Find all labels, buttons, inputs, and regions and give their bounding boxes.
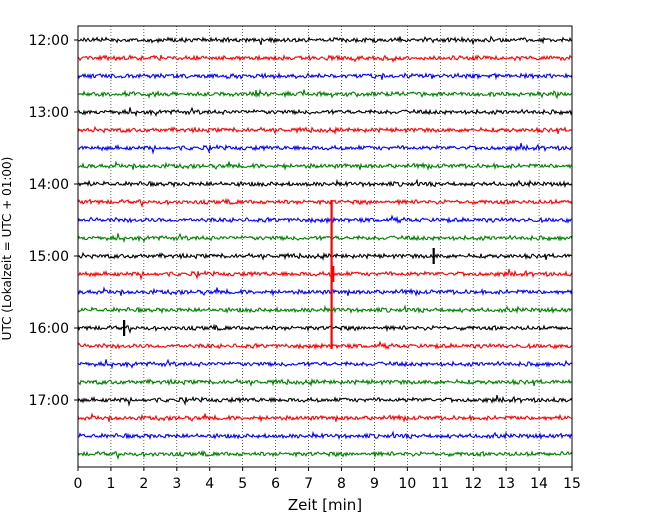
trace-1630 bbox=[77, 358, 573, 370]
x-tick-label: 13 bbox=[497, 476, 515, 492]
trace-1715 bbox=[77, 412, 573, 423]
trace-1200 bbox=[77, 35, 573, 45]
x-tick-label: 14 bbox=[530, 476, 548, 492]
x-tick-label: 1 bbox=[106, 476, 115, 492]
trace-1415 bbox=[77, 197, 573, 208]
plot-frame bbox=[77, 25, 573, 468]
trace-lines bbox=[77, 35, 573, 460]
trace-1615 bbox=[77, 340, 573, 351]
x-tick-label: 6 bbox=[271, 476, 280, 492]
x-tick-label: 5 bbox=[238, 476, 247, 492]
trace-1700 bbox=[77, 394, 573, 407]
y-tick-label: 14:00 bbox=[29, 177, 69, 193]
trace-1445 bbox=[77, 232, 573, 244]
trace-1430 bbox=[77, 214, 573, 225]
y-tick-label: 13:00 bbox=[29, 105, 69, 121]
y-tick-label: 16:00 bbox=[29, 321, 69, 337]
trace-1400 bbox=[77, 178, 573, 189]
event-markers bbox=[123, 200, 435, 349]
x-tick-label: 0 bbox=[74, 476, 83, 492]
y-axis-ticks: 12:00 13:00 14:00 15:00 16:00 17:00 bbox=[29, 33, 78, 409]
trace-1245 bbox=[77, 88, 573, 100]
trace-1645 bbox=[77, 377, 573, 388]
trace-1315 bbox=[77, 125, 573, 136]
x-axis-ticks: 0 1 2 3 4 5 6 7 8 9 10 11 12 13 14 15 bbox=[74, 467, 581, 492]
trace-1345 bbox=[77, 160, 573, 171]
x-tick-label: 15 bbox=[563, 476, 581, 492]
trace-1215 bbox=[77, 54, 573, 63]
x-tick-label: 7 bbox=[304, 476, 313, 492]
trace-1300 bbox=[77, 106, 573, 118]
x-tick-label: 8 bbox=[337, 476, 346, 492]
x-tick-label: 11 bbox=[431, 476, 449, 492]
trace-1545 bbox=[77, 304, 573, 315]
x-tick-label: 3 bbox=[172, 476, 181, 492]
y-axis-label: UTC (Lokalzeit = UTC + 01:00) bbox=[0, 157, 14, 341]
trace-1600 bbox=[77, 323, 573, 334]
x-tick-label: 4 bbox=[205, 476, 214, 492]
trace-1530 bbox=[77, 286, 573, 297]
y-tick-label: 15:00 bbox=[29, 249, 69, 265]
trace-1330 bbox=[77, 142, 573, 155]
y-tick-label: 17:00 bbox=[29, 393, 69, 409]
trace-1515 bbox=[77, 268, 573, 281]
trace-1730 bbox=[77, 430, 573, 441]
x-tick-label: 12 bbox=[464, 476, 482, 492]
x-axis-label: Zeit [min] bbox=[288, 496, 362, 514]
trace-1500 bbox=[77, 251, 573, 262]
x-tick-label: 9 bbox=[370, 476, 379, 492]
trace-1745 bbox=[77, 449, 573, 460]
y-tick-label: 12:00 bbox=[29, 33, 69, 49]
x-tick-label: 10 bbox=[398, 476, 416, 492]
trace-1230 bbox=[77, 71, 573, 81]
x-tick-label: 2 bbox=[139, 476, 148, 492]
